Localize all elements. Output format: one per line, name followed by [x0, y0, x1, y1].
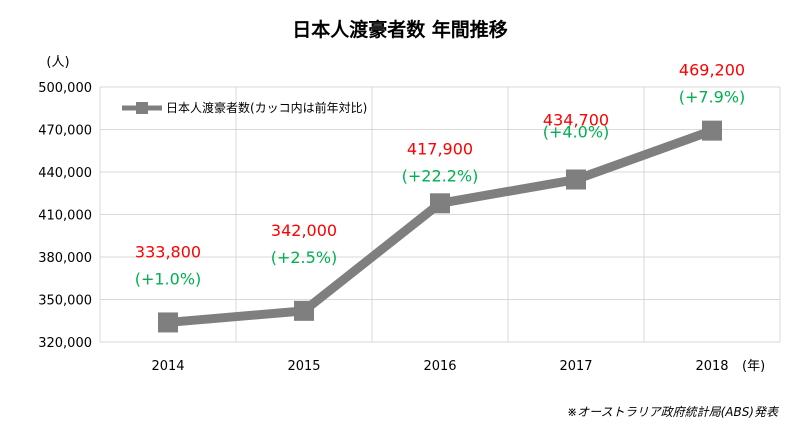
data-change-label: (+1.0%) [135, 269, 202, 288]
data-change-label: (+4.0%) [543, 123, 610, 142]
x-tick-label: 2016 [423, 359, 456, 374]
y-tick-label: 500,000 [38, 81, 92, 96]
data-point-marker [430, 193, 450, 214]
data-value-label: 333,800 [135, 242, 201, 261]
x-tick-label: 2018 [695, 359, 728, 374]
data-point-marker [294, 300, 314, 321]
series-line-group [158, 120, 722, 333]
data-point-marker [702, 120, 722, 141]
data-point-marker [158, 312, 178, 333]
y-tick-label: 350,000 [38, 294, 92, 309]
y-tick-label: 410,000 [38, 209, 92, 224]
x-axis-tick-labels: 2014 2015 2016 2017 2018 [151, 359, 728, 374]
y-axis-tick-labels: 320,000 350,000 380,000 410,000 440,000 470,0… [38, 81, 92, 351]
legend-label: 日本人渡豪者数(カッコ内は前年対比) [166, 100, 367, 115]
y-tick-label: 320,000 [38, 336, 92, 351]
legend: 日本人渡豪者数(カッコ内は前年対比) [122, 100, 367, 115]
legend-marker-swatch [136, 102, 148, 114]
series-line [167, 126, 714, 327]
data-change-label: (+7.9%) [679, 88, 746, 107]
x-tick-label: 2017 [559, 359, 592, 374]
data-value-label: 434,700 [543, 111, 609, 130]
chart-title: 日本人渡豪者数 年間推移 [292, 18, 508, 41]
y-tick-label: 380,000 [38, 251, 92, 266]
data-value-label: 342,000 [271, 221, 337, 240]
data-point-marker [566, 169, 586, 190]
y-tick-label: 470,000 [38, 124, 92, 139]
gridlines [99, 86, 781, 343]
x-axis-unit: (年) [742, 359, 765, 374]
data-value-label: 469,200 [679, 61, 745, 80]
y-tick-label: 440,000 [38, 166, 92, 181]
data-labels: 333,800 (+1.0%) 342,000 (+2.5%) 417,900 (+22.… [135, 61, 746, 289]
data-value-label: 417,900 [407, 139, 473, 158]
x-tick-label: 2015 [287, 359, 320, 374]
data-change-label: (+22.2%) [402, 166, 479, 185]
y-axis-unit: (人) [46, 55, 69, 70]
source-note: ※オーストラリア政府統計局(ABS)発表 [567, 405, 780, 419]
data-change-label: (+2.5%) [271, 248, 338, 267]
x-tick-label: 2014 [151, 359, 184, 374]
